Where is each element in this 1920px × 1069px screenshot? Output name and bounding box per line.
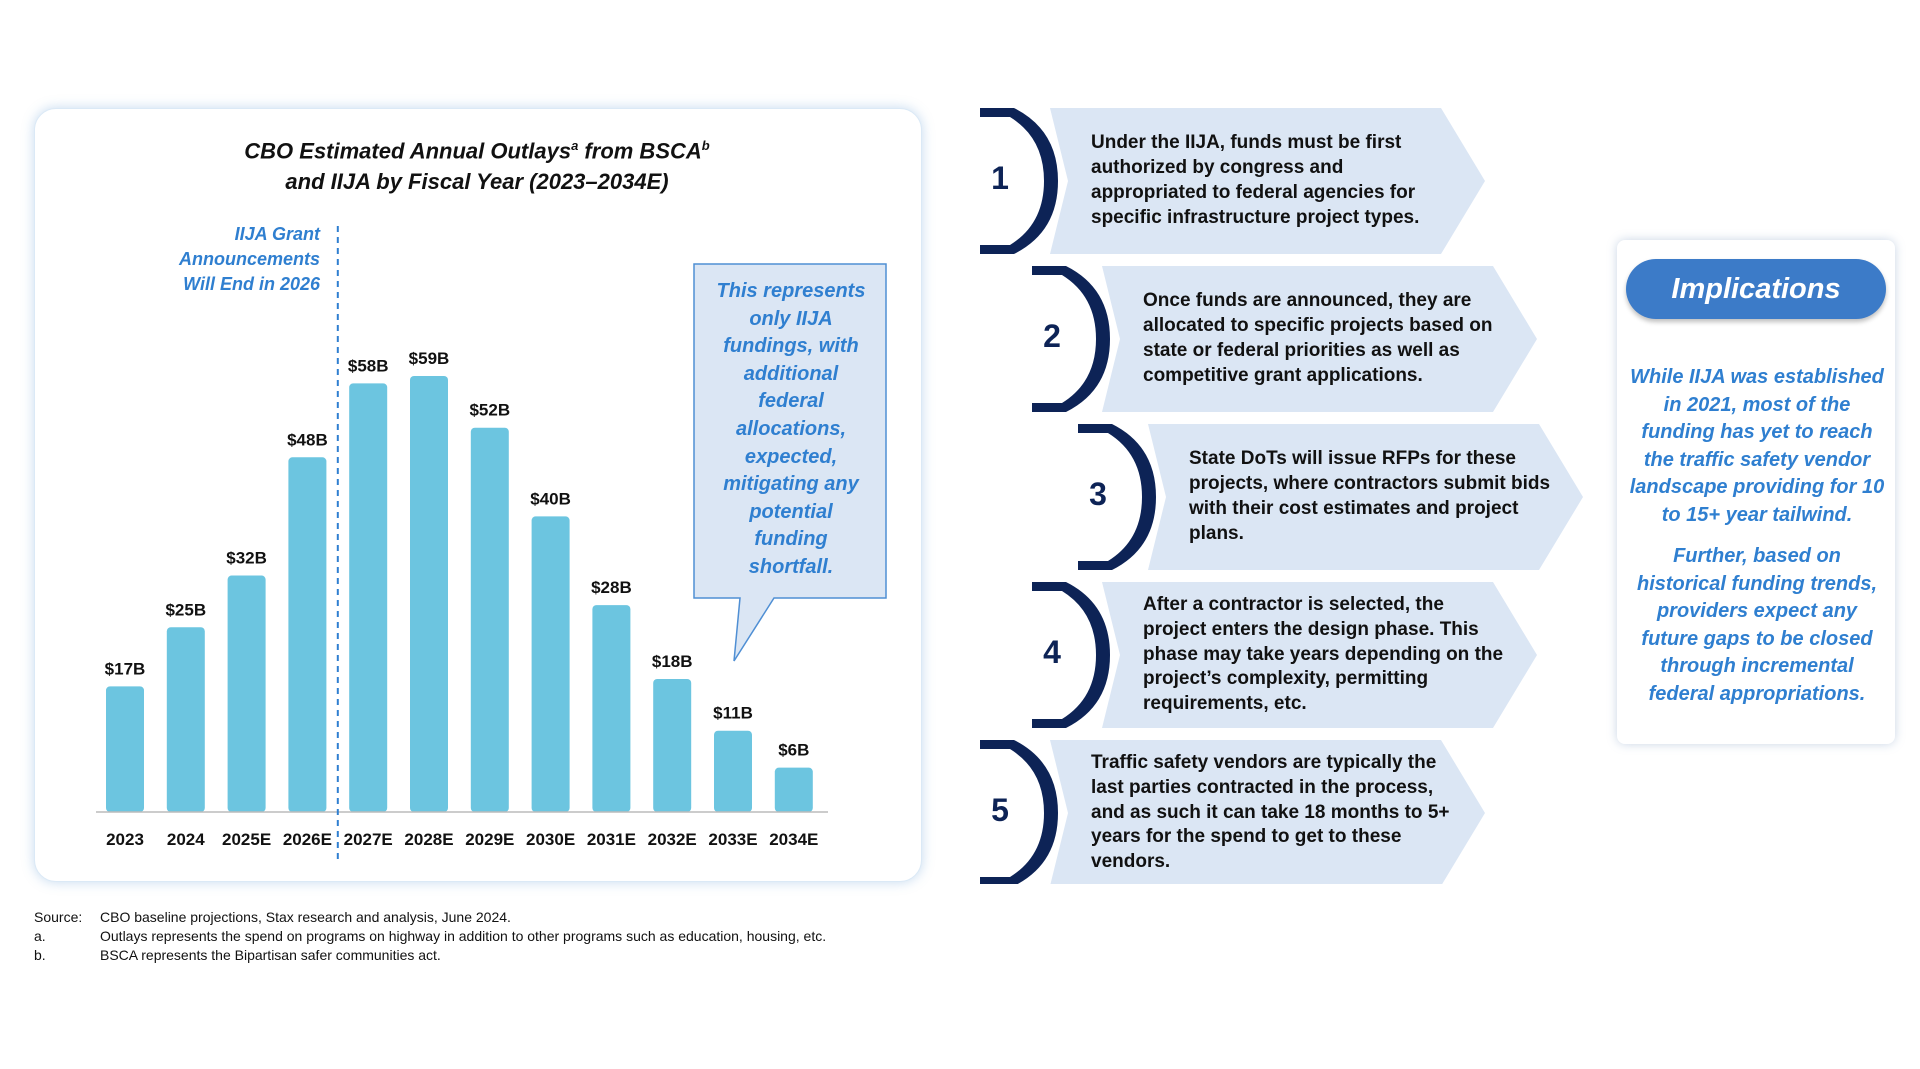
step-5-text: Traffic safety vendors are typically the…: [1091, 751, 1449, 875]
step-text-line: and as such it can take 18 months to 5+: [1091, 801, 1450, 823]
step-text-line: project’s complexity, permitting: [1143, 668, 1429, 690]
step-text-line: competitive grant applications.: [1143, 364, 1423, 386]
data-label-2028E: $59B: [409, 349, 450, 368]
bar-2028E: [410, 376, 448, 812]
step-2-chevron: [1032, 266, 1110, 412]
bar-2032E: [653, 678, 692, 812]
step-3-banner: [1148, 424, 1583, 570]
step-text-line: plans.: [1189, 522, 1244, 544]
data-label-2024: $25B: [165, 600, 206, 619]
footnote-b: b. BSCA represents the Bipartisan safer c…: [34, 947, 441, 963]
step-2-number: 2: [1043, 318, 1061, 354]
step-4-chevron: [1032, 582, 1110, 728]
footnotes: Source: CBO baseline projections, Stax re…: [34, 908, 826, 965]
data-label-2030E: $40B: [530, 489, 571, 508]
step-1-number: 1: [991, 160, 1009, 196]
data-label-2029E: $52B: [469, 401, 510, 420]
data-label-2023: $17B: [105, 659, 146, 678]
data-label-2025E: $32B: [226, 549, 267, 568]
callout-text: This represents only IIJA fundings, with…: [716, 280, 866, 578]
step-1-chevron: [980, 108, 1058, 254]
data-label-2034E: $6B: [778, 741, 809, 760]
step-text-line: Once funds are announced, they are: [1143, 290, 1472, 312]
x-tick-label-2031E: 2031E: [587, 830, 636, 849]
x-tick-label-2026E: 2026E: [283, 830, 332, 849]
step-text-line: state or federal priorities as well as: [1143, 339, 1460, 361]
x-tick-label-2028E: 2028E: [404, 830, 453, 849]
implications-title: Implications: [1626, 259, 1886, 319]
step-text-line: authorized by congress and: [1091, 157, 1344, 179]
step-text-line: Traffic safety vendors are typically the: [1091, 752, 1437, 773]
bar-2031E: [592, 605, 631, 812]
x-tick-label-2027E: 2027E: [344, 830, 393, 849]
bar-2029E: [470, 427, 509, 812]
step-2-text: Once funds are announced, they are alloca…: [1143, 289, 1493, 388]
step-text-line: appropriated to federal agencies for: [1091, 181, 1416, 203]
step-text-line: allocated to specific projects based on: [1143, 315, 1493, 337]
step-text-line: requirements, etc.: [1143, 693, 1307, 715]
data-label-2031E: $28B: [591, 578, 632, 597]
step-text-line: specific infrastructure project types.: [1091, 206, 1420, 228]
step-3-number: 3: [1089, 476, 1107, 512]
step-5-shape: [980, 740, 1485, 884]
x-tick-label-2023: 2023: [106, 830, 144, 849]
bar-chart: $17B $25B $32B $48B $58B $59B $52B $40B $28B $18B…: [96, 226, 887, 864]
x-tick-label-2032E: 2032E: [648, 830, 697, 849]
step-1-banner: [1050, 108, 1485, 254]
step-text-line: project enters the design phase. This: [1143, 618, 1479, 640]
x-tick-label-2029E: 2029E: [465, 830, 514, 849]
step-2-banner: [1102, 266, 1537, 412]
data-label-2026E: $48B: [287, 430, 328, 449]
x-tick-label-2025E: 2025E: [222, 830, 271, 849]
step-text-line: years for the spend to get to these: [1091, 826, 1402, 848]
bar-2026E: [288, 457, 327, 812]
step-text-line: After a contractor is selected, the: [1143, 594, 1444, 615]
step-5-number: 5: [991, 792, 1009, 828]
data-label-2032E: $18B: [652, 652, 693, 671]
step-2-shape: [1032, 266, 1537, 412]
step-3-shape: [1078, 424, 1583, 570]
data-label-2027E: $58B: [348, 356, 389, 375]
step-5-banner: [1050, 740, 1485, 884]
step-4-number: 4: [1043, 634, 1061, 670]
step-4-banner: [1102, 582, 1537, 728]
callout-box: [693, 263, 887, 662]
step-4-shape: [1032, 582, 1537, 728]
footnote-source: Source: CBO baseline projections, Stax re…: [34, 909, 511, 925]
implications-paragraph-1: While IIJA was established in 2021, most…: [1629, 366, 1885, 526]
step-1-text: Under the IIJA, funds must be first autho…: [1091, 131, 1419, 230]
implications-card: [1617, 240, 1895, 744]
process-steps-graphic: [980, 108, 1583, 884]
step-3-text: State DoTs will issue RFPs for these proj…: [1189, 447, 1550, 546]
bar-2033E: [714, 730, 752, 812]
x-tick-label-2030E: 2030E: [526, 830, 575, 849]
x-tick-label-2033E: 2033E: [708, 830, 757, 849]
chart-title: CBO Estimated Annual Outlaysa from BSCAb…: [244, 138, 710, 195]
bar-2024: [166, 627, 205, 812]
implications-paragraph-2: Further, based on historical funding tre…: [1636, 545, 1877, 705]
step-text-line: last parties contracted in the process,: [1091, 776, 1434, 798]
step-4-text: After a contractor is selected, the proje…: [1143, 593, 1503, 717]
step-text-line: State DoTs will issue RFPs for these: [1189, 448, 1516, 470]
bar-2027E: [349, 383, 388, 812]
step-1-shape: [980, 108, 1485, 254]
step-text-line: projects, where contractors submit bids: [1189, 473, 1551, 495]
bar-2034E: [774, 767, 813, 812]
data-label-2033E: $11B: [713, 704, 753, 723]
step-text-line: phase may take years depending on the: [1143, 643, 1504, 665]
step-text-line: Under the IIJA, funds must be first: [1091, 132, 1402, 154]
step-text-line: with their cost estimates and project: [1189, 497, 1519, 519]
bar-2030E: [531, 516, 570, 812]
footnote-a: a. Outlays represents the spend on progra…: [34, 928, 827, 944]
step-5-chevron: [980, 740, 1058, 884]
step-text-line: vendors.: [1091, 851, 1171, 873]
grant-announcement-note: IIJA Grant Announcements Will End in 202…: [178, 224, 320, 294]
x-tick-label-2024: 2024: [167, 830, 205, 849]
bar-2025E: [227, 575, 266, 812]
x-tick-label-2034E: 2034E: [769, 830, 818, 849]
step-3-chevron: [1078, 424, 1156, 570]
bar-2023: [106, 686, 144, 812]
